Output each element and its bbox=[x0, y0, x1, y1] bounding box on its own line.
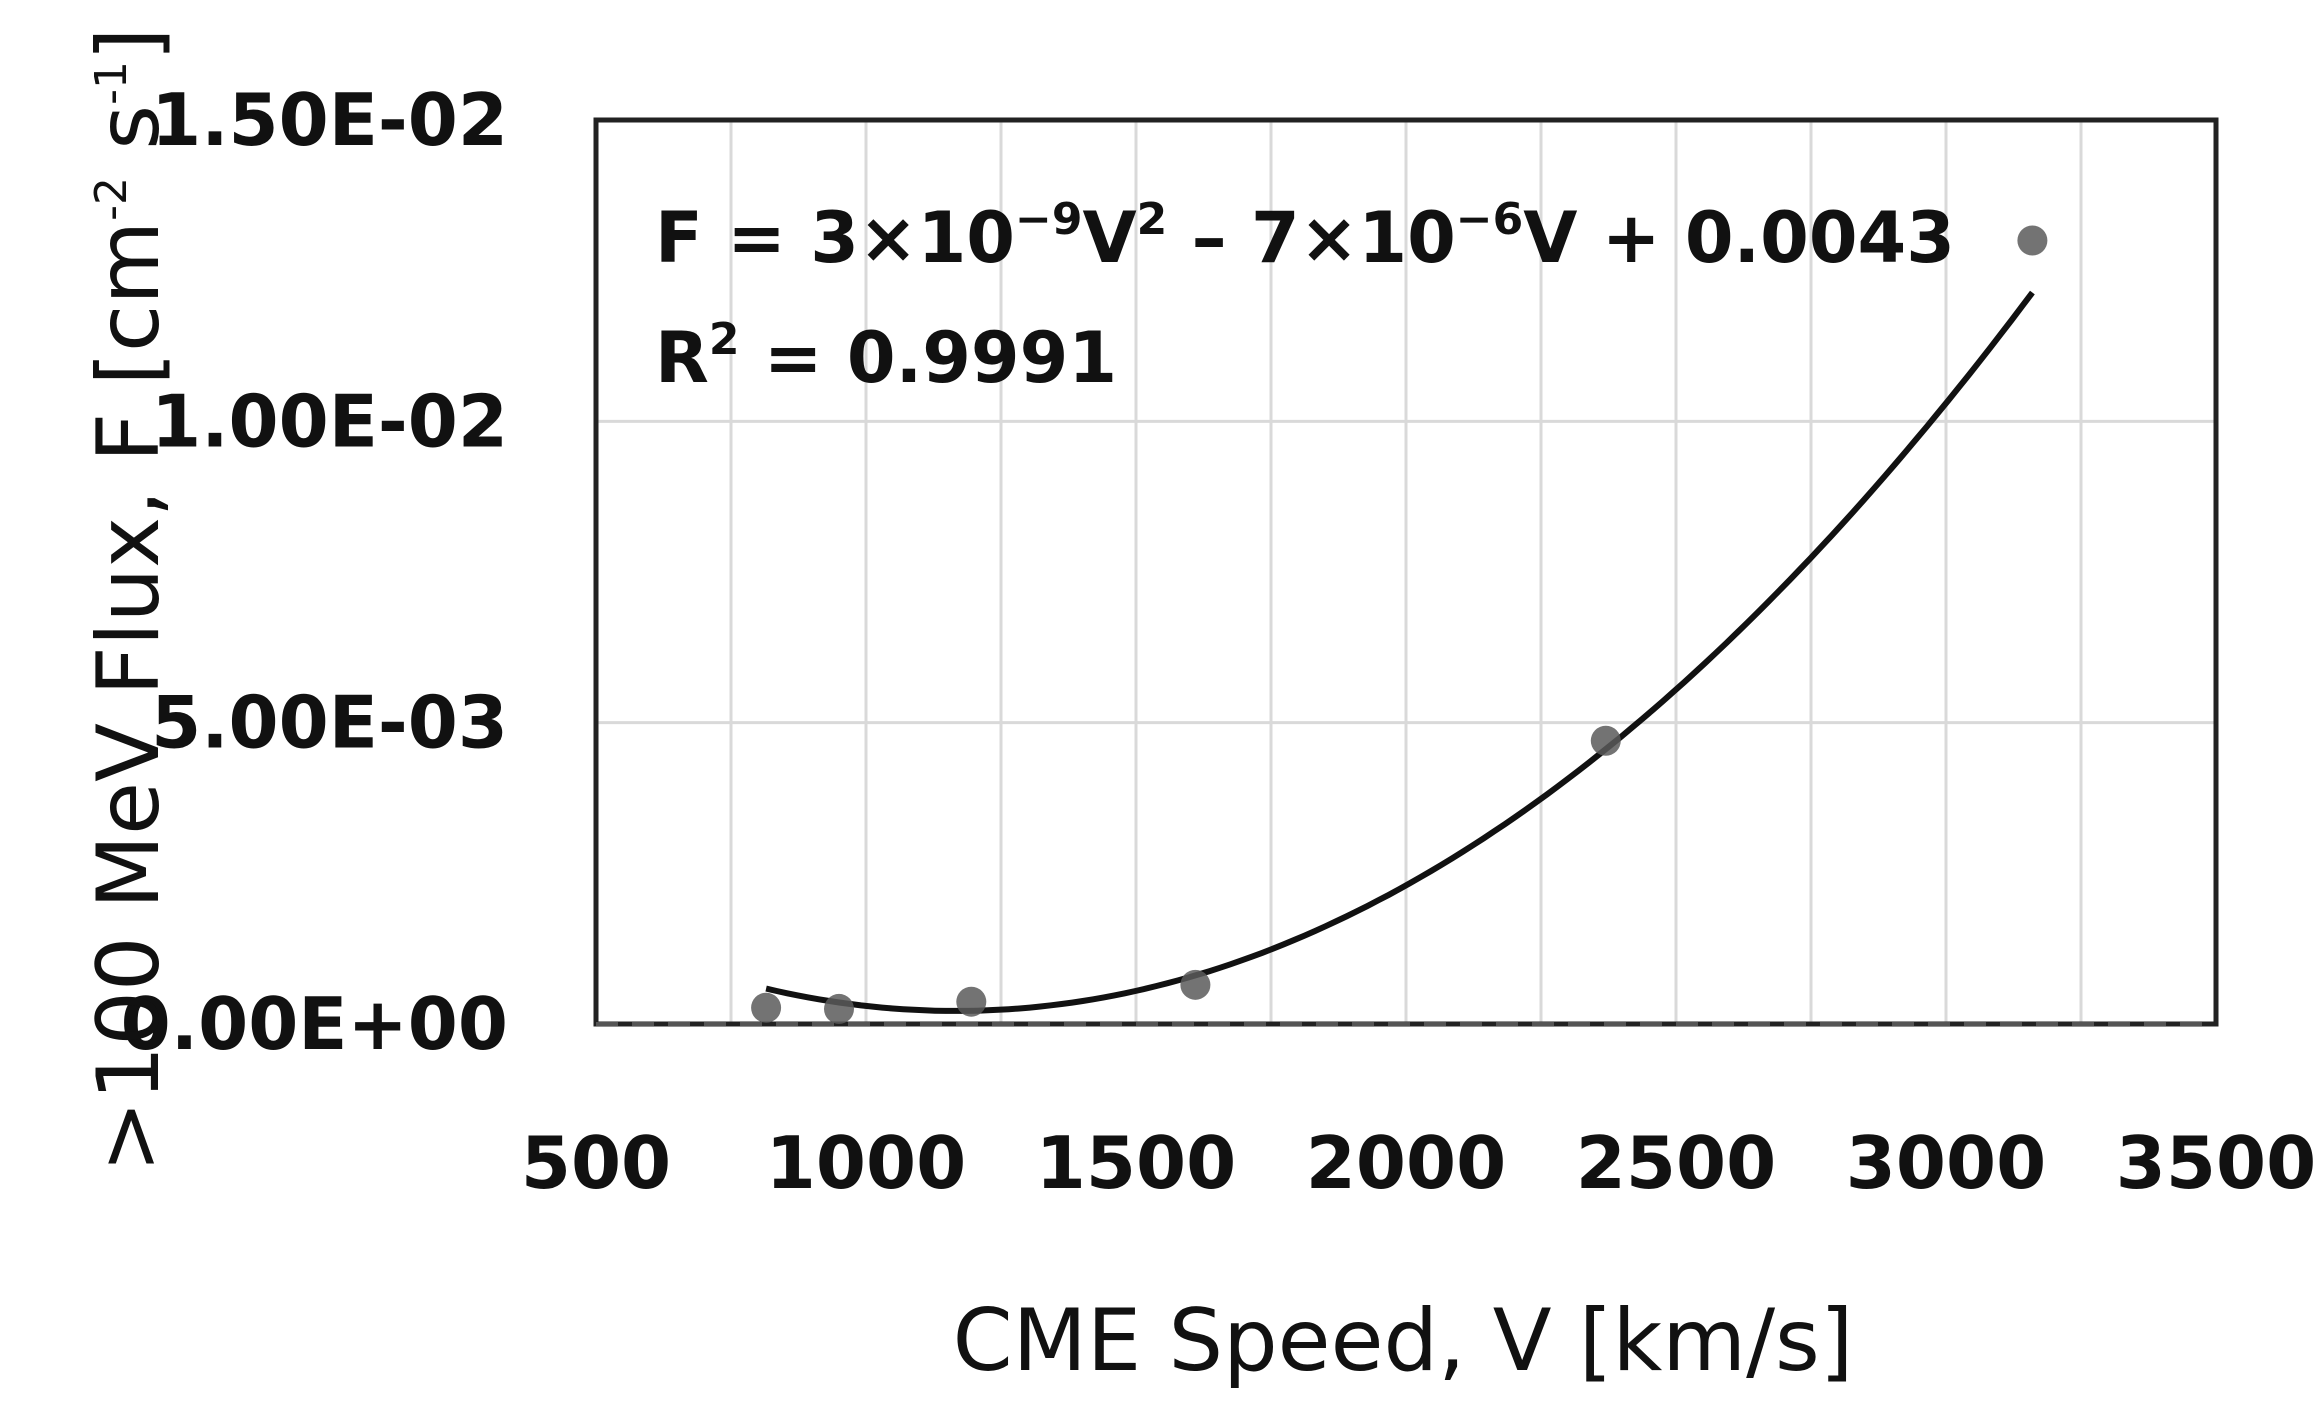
y-tick-label: 5.00E-03 bbox=[151, 681, 508, 765]
y-tick-label: 1.50E-02 bbox=[151, 78, 508, 162]
data-point bbox=[1180, 969, 1211, 1000]
x-axis-ticks: 500 1000 1500 2000 2500 3000 3500 bbox=[521, 1121, 2313, 1205]
data-point bbox=[956, 986, 987, 1017]
data-point bbox=[1590, 725, 1621, 756]
x-tick-label: 1000 bbox=[766, 1121, 966, 1205]
data-point bbox=[824, 993, 854, 1024]
data-points bbox=[751, 225, 2048, 1024]
x-tick-label: 500 bbox=[521, 1121, 671, 1205]
x-axis-title: CME Speed, V [km/s] bbox=[953, 1291, 1854, 1391]
r-squared: R2 = 0.9991 bbox=[655, 314, 1117, 399]
x-tick-label: 3500 bbox=[2116, 1121, 2313, 1205]
x-tick-label: 2500 bbox=[1576, 1121, 1776, 1205]
y-tick-label: 1.00E-02 bbox=[151, 379, 508, 463]
x-tick-label: 2000 bbox=[1306, 1121, 1506, 1205]
y-axis-ticks: 0.00E+00 5.00E-03 1.00E-02 1.50E-02 bbox=[121, 78, 508, 1066]
gridlines bbox=[596, 120, 2216, 1024]
fit-curve bbox=[765, 290, 2035, 1014]
fit-equation: F = 3×10−9V2 – 7×10−6V + 0.0043 bbox=[655, 194, 1955, 279]
x-tick-label: 1500 bbox=[1036, 1121, 1236, 1205]
y-tick-label: 0.00E+00 bbox=[121, 982, 508, 1066]
data-point bbox=[751, 992, 782, 1023]
y-axis-title: >100 MeV Flux, F [cm-2 s-1] bbox=[79, 27, 179, 1172]
x-tick-label: 3000 bbox=[1846, 1121, 2046, 1205]
data-point bbox=[2017, 225, 2048, 256]
